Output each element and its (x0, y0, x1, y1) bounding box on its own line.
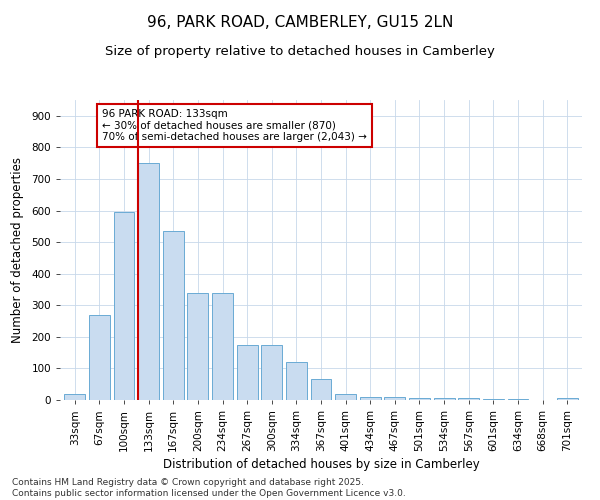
Bar (434, 398, 455, 400)
Bar (483, 399, 504, 400)
Text: 96, PARK ROAD, CAMBERLEY, GU15 2LN: 96, PARK ROAD, CAMBERLEY, GU15 2LN (147, 15, 453, 30)
Bar (212, 292, 233, 400)
Bar (138, 163, 159, 400)
Text: Size of property relative to detached houses in Camberley: Size of property relative to detached ho… (105, 45, 495, 58)
Bar (187, 292, 208, 400)
Bar (89, 314, 110, 400)
Bar (458, 398, 479, 400)
X-axis label: Distribution of detached houses by size in Camberley: Distribution of detached houses by size … (163, 458, 479, 471)
Bar (360, 397, 381, 400)
Bar (335, 394, 356, 400)
Bar (163, 231, 184, 400)
Bar (236, 344, 257, 400)
Text: Contains HM Land Registry data © Crown copyright and database right 2025.
Contai: Contains HM Land Registry data © Crown c… (12, 478, 406, 498)
Bar (113, 212, 134, 400)
Bar (286, 362, 307, 400)
Y-axis label: Number of detached properties: Number of detached properties (11, 157, 25, 343)
Bar (385, 397, 406, 400)
Bar (557, 398, 578, 400)
Bar (311, 380, 331, 400)
Bar (261, 344, 282, 400)
Bar (508, 399, 529, 400)
Bar (409, 398, 430, 400)
Bar (64, 394, 85, 400)
Text: 96 PARK ROAD: 133sqm
← 30% of detached houses are smaller (870)
70% of semi-deta: 96 PARK ROAD: 133sqm ← 30% of detached h… (102, 109, 367, 142)
